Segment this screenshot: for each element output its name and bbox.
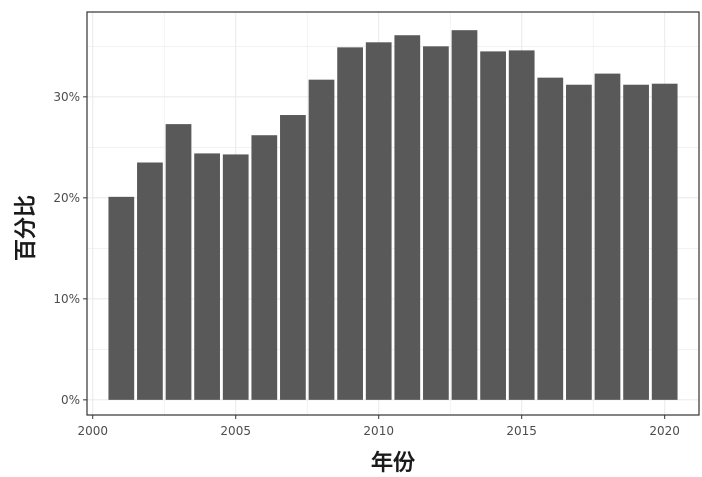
bar-2009 [337,47,363,400]
bar-2014 [480,51,506,400]
x-tick-label: 2005 [220,424,251,438]
x-tick-label: 2020 [649,424,680,438]
bar-2004 [194,153,220,400]
bar-2011 [394,35,421,400]
bar-2007 [280,115,306,400]
bar-2016 [537,77,564,400]
y-tick-label: 10% [53,292,80,306]
bar-2015 [508,50,535,400]
y-tick-label: 0% [61,393,80,407]
bars [108,30,678,400]
bar-2020 [651,83,678,400]
bar-2012 [423,46,449,400]
bar-2003 [165,124,192,400]
bar-2018 [594,73,621,400]
bar-2010 [365,42,392,400]
panel-border [86,11,700,416]
bar-2019 [623,84,649,400]
bar-2005 [222,154,249,400]
bar-2017 [566,84,592,400]
x-tick-label: 2010 [363,424,394,438]
x-axis-ticks: 2000 2005 2010 2015 2020 [77,415,680,438]
y-axis-title: 百分比 [14,195,39,261]
bar-2006 [251,135,278,400]
y-tick-label: 20% [53,191,80,205]
bar-2002 [137,162,163,400]
y-axis-ticks: 0% 10% 20% 30% [53,90,87,407]
y-tick-label: 30% [53,90,80,104]
bar-2001 [108,196,135,400]
bar-2008 [308,79,335,400]
x-tick-label: 2015 [506,424,537,438]
bar-2013 [451,30,478,400]
x-axis-title: 年份 [371,450,416,476]
x-tick-label: 2000 [77,424,108,438]
